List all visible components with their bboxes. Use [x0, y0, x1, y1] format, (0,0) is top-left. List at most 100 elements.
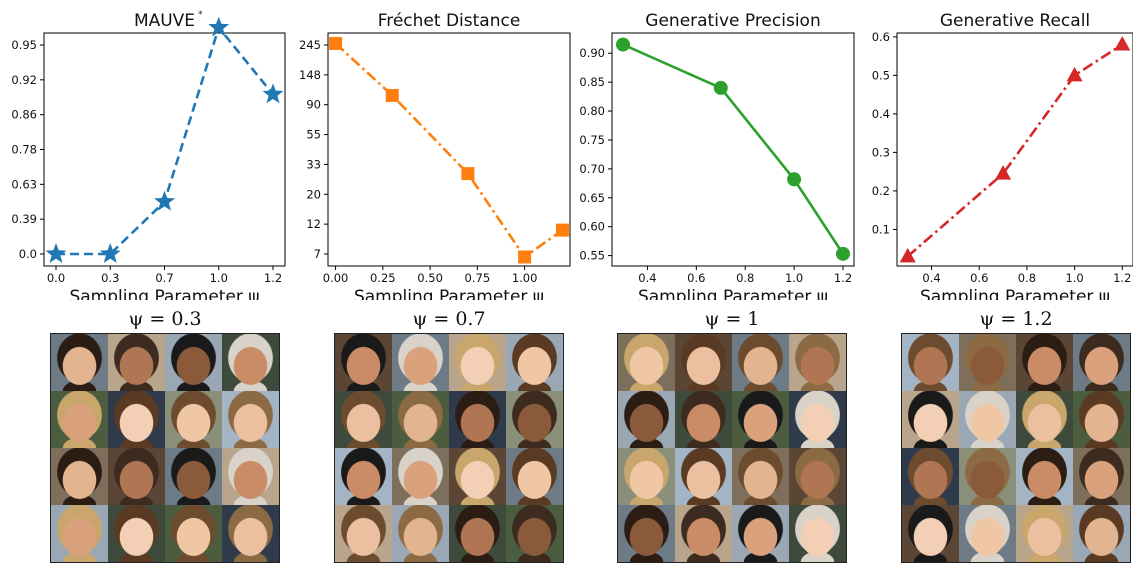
sample-face-image: [335, 334, 392, 391]
x-axis-label: Sampling Parameter ψ: [638, 287, 828, 300]
y-tick-label: 0.63: [11, 177, 37, 191]
face-grid-3: [617, 333, 847, 563]
sample-face-image: [449, 505, 506, 562]
y-tick-label: 0.0: [19, 247, 37, 261]
x-axis-label: Sampling Parameter ψ: [354, 287, 544, 300]
plot-frame: [43, 32, 286, 267]
x-axis-label: Sampling Parameter ψ: [920, 287, 1110, 300]
sample-face-image: [222, 448, 279, 505]
series-line: [906, 43, 1123, 258]
data-point-square: [461, 167, 475, 181]
x-tick-label: 0.25: [370, 271, 396, 285]
chart-panel-4: Generative Recall 0.4 0.6 0.8 1.0 1.2 0.1 0.2 0.…: [872, 11, 1133, 300]
sample-face-image: [506, 505, 563, 562]
y-tick-label: 0.3: [872, 145, 890, 159]
sample-face-image: [902, 334, 959, 391]
sample-face-image: [392, 448, 449, 505]
x-tick-label: 0.6: [970, 271, 988, 285]
sample-face-image: [108, 505, 165, 562]
series-line: [334, 42, 564, 259]
sample-caption-1: ψ = 0.3: [128, 308, 202, 330]
sample-face-image: [1073, 448, 1130, 505]
sample-face-image: [506, 391, 563, 448]
x-tick-label: 0.00: [323, 271, 349, 285]
sample-caption-2: ψ = 0.7: [412, 308, 486, 330]
sample-face-image: [732, 391, 789, 448]
plot-frame: [896, 32, 1133, 267]
sample-face-image: [165, 334, 222, 391]
data-point-square: [518, 250, 532, 264]
sample-face-image: [506, 448, 563, 505]
data-point-triangle: [1114, 36, 1131, 51]
sample-face-image: [959, 505, 1016, 562]
y-tick-label: 0.85: [579, 75, 605, 89]
face-grid-2: [334, 333, 564, 563]
y-tick-label: 148: [299, 68, 321, 82]
x-tick-label: 0.4: [922, 271, 940, 285]
y-tick-label: 0.70: [579, 162, 605, 176]
y-tick-label: 0.78: [11, 143, 37, 157]
chart-title: Generative Precision: [645, 11, 820, 31]
data-point-circle: [787, 172, 802, 187]
face-grid-1: [50, 333, 280, 563]
sample-face-image: [108, 334, 165, 391]
sample-face-image: [1073, 505, 1130, 562]
sample-face-image: [732, 448, 789, 505]
y-tick-label: 0.75: [579, 133, 605, 147]
x-tick-label: 1.0: [1065, 271, 1083, 285]
data-point-star: [154, 190, 175, 211]
sample-face-image: [1016, 505, 1073, 562]
y-tick-label: 0.80: [579, 104, 605, 118]
sample-face-image: [51, 505, 108, 562]
x-tick-label: 1.0: [785, 271, 803, 285]
y-tick-label: 0.39: [11, 212, 37, 226]
data-point-square: [385, 88, 399, 102]
x-tick-label: 0.4: [638, 271, 656, 285]
sample-face-image: [902, 505, 959, 562]
sample-face-image: [335, 391, 392, 448]
x-tick-label: 1.2: [1113, 271, 1131, 285]
sample-face-image: [51, 448, 108, 505]
data-point-circle: [616, 37, 630, 52]
sample-face-image: [165, 448, 222, 505]
y-tick-label: 0.90: [579, 46, 605, 60]
sample-face-image: [902, 448, 959, 505]
sample-face-image: [789, 505, 846, 562]
sample-face-image: [108, 448, 165, 505]
data-point-triangle: [899, 247, 916, 263]
x-tick-label: 0.3: [101, 271, 119, 285]
y-tick-label: 0.92: [11, 73, 37, 87]
face-grid-4: [901, 333, 1131, 563]
y-tick-label: 0.1: [872, 222, 890, 236]
x-tick-label: 0.7: [155, 271, 173, 285]
y-tick-label: 0.6: [872, 30, 890, 44]
data-point-star: [262, 83, 284, 104]
sample-face-image: [789, 391, 846, 448]
y-tick-label: 0.5: [872, 68, 890, 82]
y-tick-label: 55: [306, 128, 321, 142]
y-tick-label: 0.60: [579, 220, 605, 234]
sample-face-image: [1016, 334, 1073, 391]
x-tick-label: 0.75: [465, 271, 491, 285]
sample-face-image: [51, 334, 108, 391]
sample-face-image: [222, 391, 279, 448]
data-point-star: [99, 243, 121, 263]
sample-face-image: [789, 448, 846, 505]
x-axis-label: Sampling Parameter ψ: [69, 287, 259, 300]
y-tick-label: 0.4: [872, 107, 890, 121]
sample-face-image: [335, 505, 392, 562]
sample-face-image: [675, 505, 732, 562]
sample-face-image: [392, 505, 449, 562]
sample-face-image: [675, 391, 732, 448]
sample-face-image: [959, 391, 1016, 448]
y-tick-label: 7: [314, 247, 321, 261]
chart-title-suffix: *: [198, 10, 203, 20]
y-tick-label: 12: [306, 217, 321, 231]
x-tick-label: 0.0: [47, 271, 65, 285]
sample-face-image: [51, 391, 108, 448]
sample-face-image: [959, 448, 1016, 505]
x-tick-label: 1.2: [264, 271, 282, 285]
data-point-triangle: [995, 165, 1012, 180]
y-tick-label: 33: [306, 157, 321, 171]
sample-face-image: [959, 334, 1016, 391]
